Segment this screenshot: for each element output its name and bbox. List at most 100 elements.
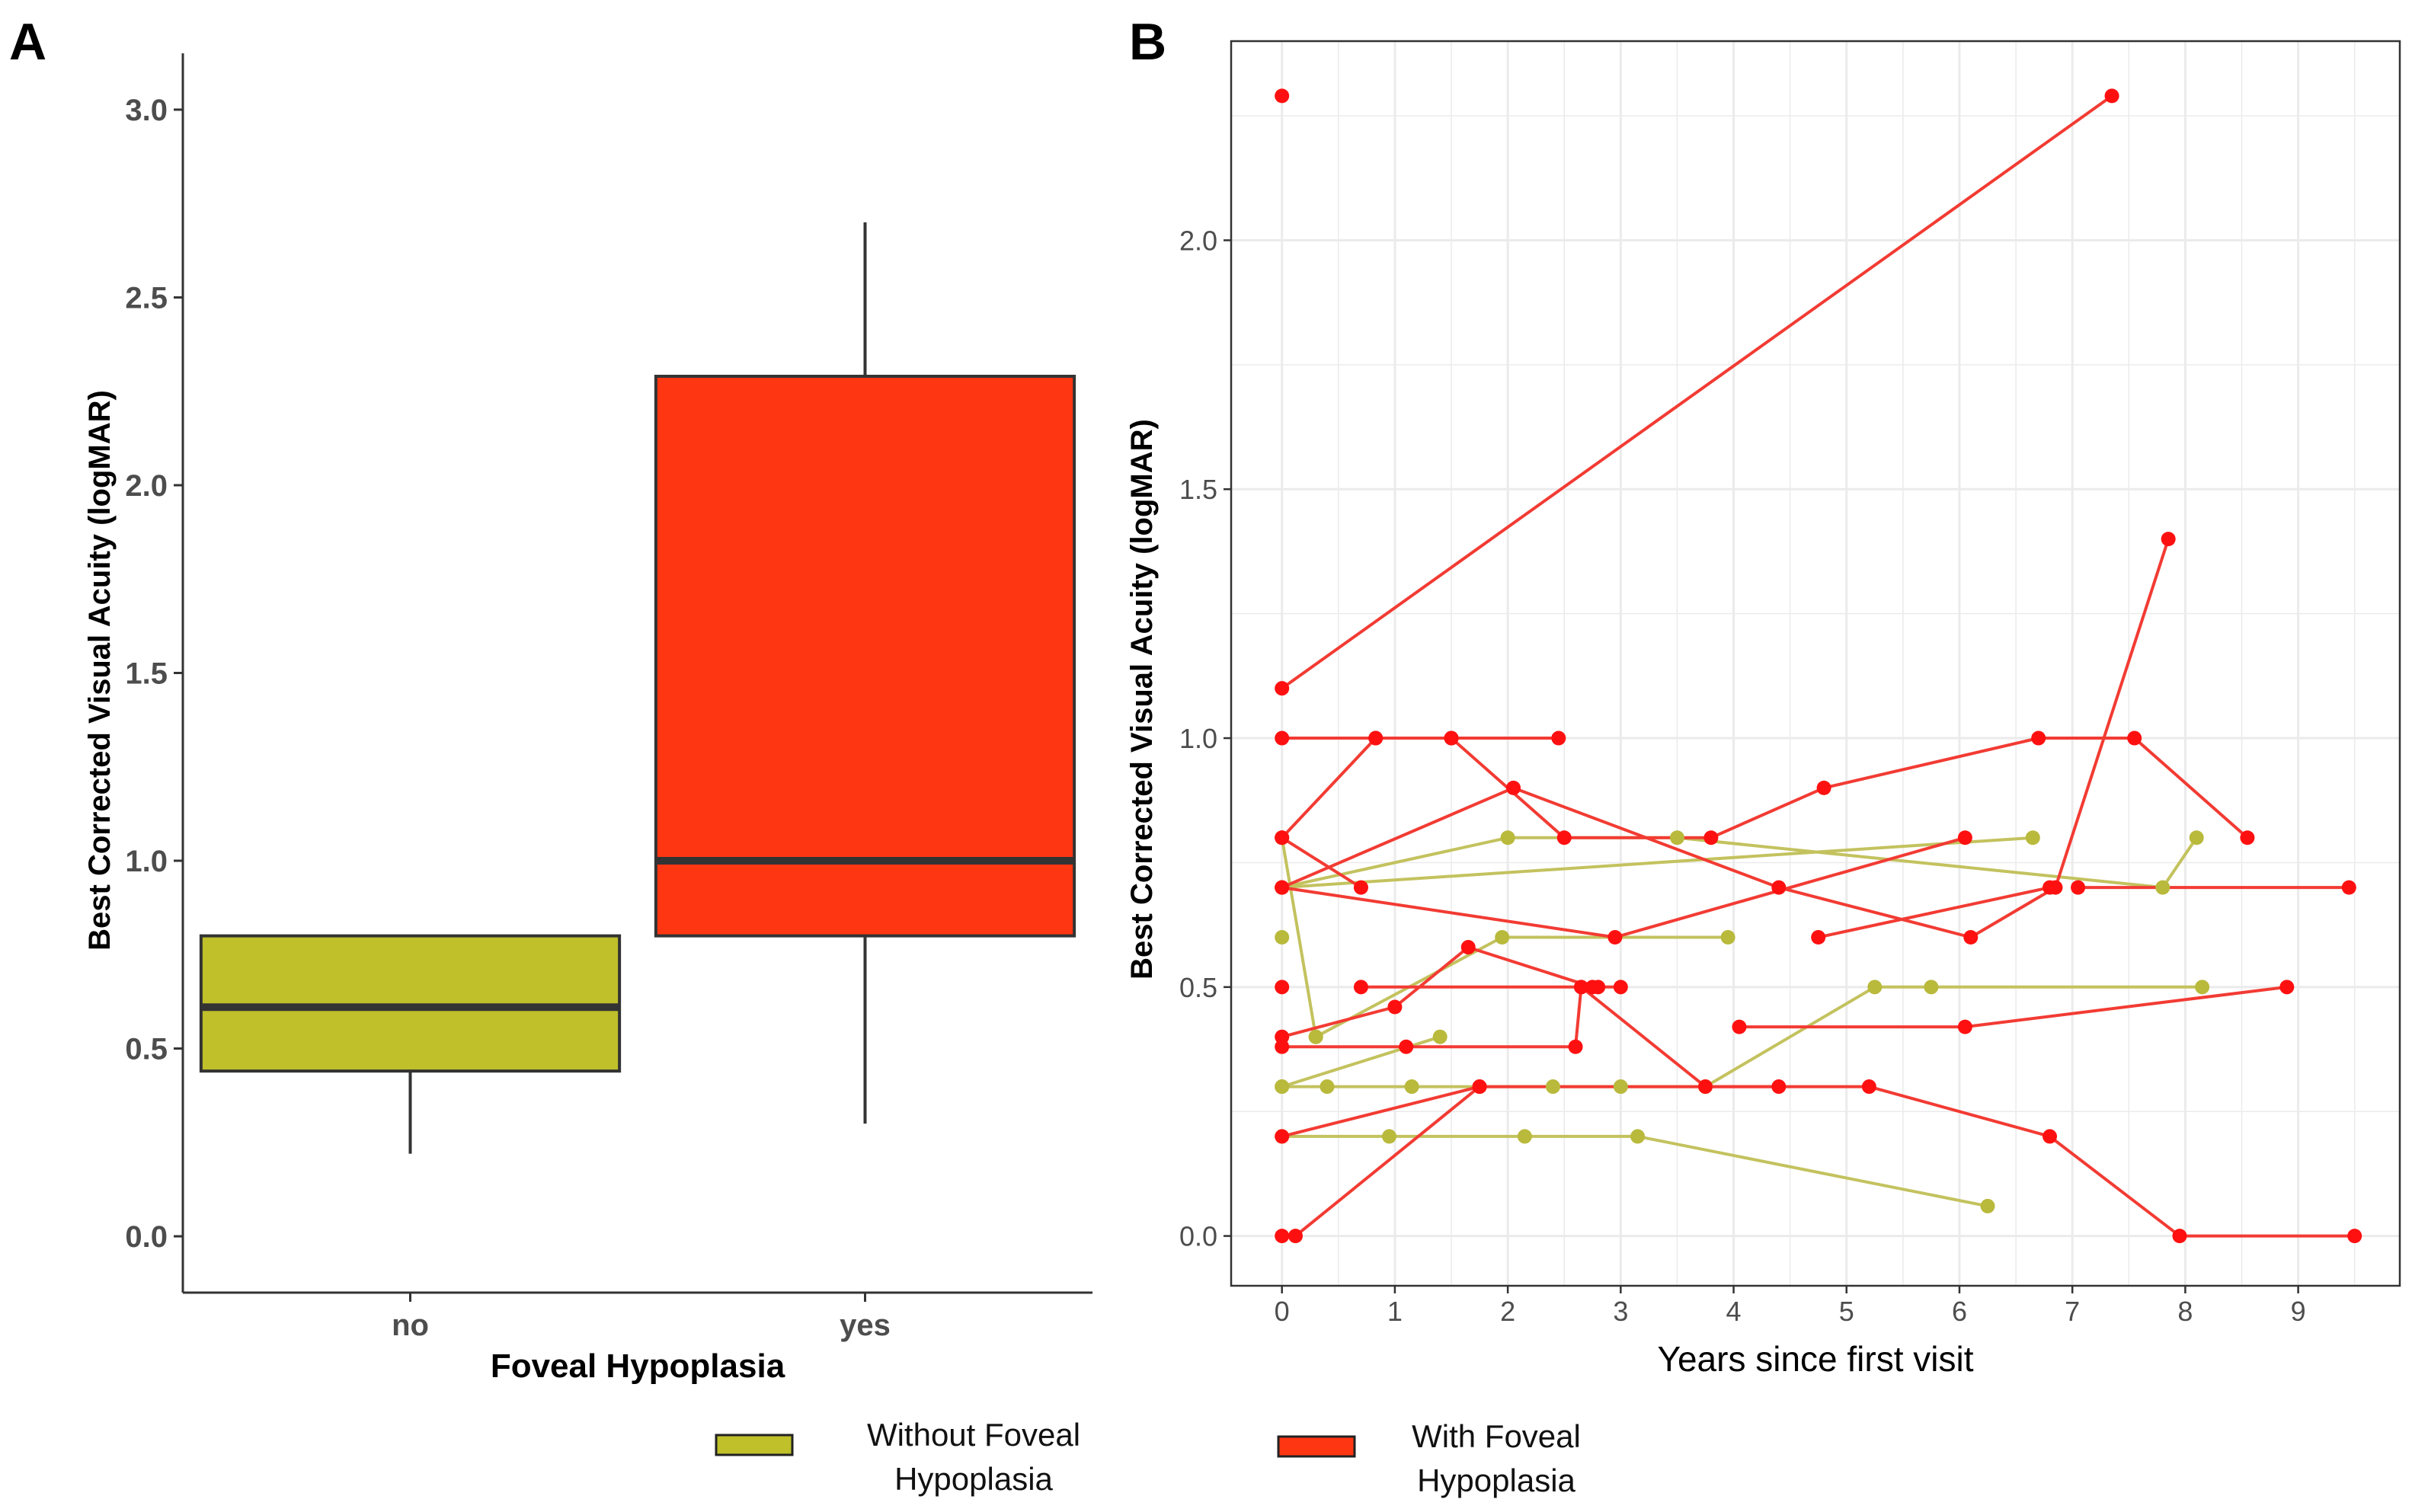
data-point-with: [1275, 730, 1290, 746]
data-point-with: [1732, 1019, 1747, 1034]
data-point-with: [1861, 1079, 1876, 1095]
series-line-without: [1280, 837, 1318, 1037]
panel-a-y-tick-label: 1.5: [125, 657, 168, 691]
data-point-with: [2104, 88, 2119, 104]
data-point-with: [1816, 780, 1831, 795]
data-point-without: [1275, 1079, 1290, 1095]
data-point-with: [2071, 880, 2086, 895]
data-point-with: [1573, 980, 1588, 995]
data-point-without: [2195, 980, 2210, 995]
data-point-with: [1506, 780, 1521, 795]
data-point-with: [2161, 532, 2176, 547]
data-point-without: [1404, 1079, 1419, 1095]
series-line-with: [1281, 737, 1377, 839]
data-point-with: [1607, 929, 1623, 945]
panel-a-y-tick-label: 1.0: [125, 845, 168, 878]
data-point-with: [2043, 1129, 2058, 1144]
data-point-with: [1613, 980, 1628, 995]
data-point-with: [1275, 880, 1290, 895]
legend-label-with-line2: Hypoplasia: [1417, 1462, 1575, 1498]
data-point-with: [1551, 730, 1566, 746]
series-line-with: [1818, 886, 2050, 939]
data-point-with: [1275, 1029, 1290, 1044]
data-point-without: [1500, 830, 1515, 846]
data-point-with: [1288, 1229, 1303, 1244]
series-line-without: [1281, 1035, 1441, 1088]
data-point-with: [2043, 880, 2058, 895]
data-point-with: [2172, 1229, 2187, 1244]
data-point-with: [1275, 1129, 1290, 1144]
legend: Without Foveal Hypoplasia With Foveal Hy…: [715, 1417, 1581, 1498]
panel-b-y-tick-label: 1.5: [1179, 474, 1217, 505]
series-line-with: [1281, 538, 2170, 939]
panel-b-x-tick-label: 3: [1613, 1296, 1628, 1327]
data-point-without: [1495, 929, 1510, 945]
panel-b-x-axis-title: Years since first visit: [1658, 1339, 1974, 1379]
data-point-with: [1771, 880, 1787, 895]
data-point-with: [1811, 929, 1826, 945]
panel-b-y-axis-title: Best Corrected Visual Acuity (logMAR): [1125, 419, 1159, 980]
data-point-with: [1963, 929, 1979, 945]
panel-a-y-tick-label: 0.5: [125, 1033, 168, 1066]
data-point-with: [1387, 999, 1403, 1015]
legend-label-without-line2: Hypoplasia: [894, 1461, 1053, 1497]
data-point-with: [1568, 1039, 1583, 1054]
panel-a-y-tick-label: 2.5: [125, 281, 168, 315]
data-point-with: [1399, 1039, 1414, 1054]
data-point-without: [1517, 1129, 1532, 1144]
data-point-with: [1697, 1079, 1713, 1095]
data-point-with: [2127, 730, 2142, 746]
series-line-with: [1281, 836, 1362, 889]
box-iqr: [654, 375, 1076, 938]
series-line-with: [1281, 94, 2113, 690]
panel-a-x-axis-title: Foveal Hypoplasia: [491, 1347, 785, 1385]
data-point-with: [1472, 1079, 1487, 1095]
data-point-without: [2025, 830, 2040, 846]
panel-b-x-tick-label: 4: [1726, 1296, 1742, 1327]
legend-label-without-line1: Without Foveal: [867, 1417, 1080, 1453]
data-point-with: [2240, 830, 2255, 846]
data-point-without: [1630, 1129, 1646, 1144]
data-point-without: [1320, 1079, 1335, 1095]
data-point-without: [2155, 880, 2170, 895]
panel-b-lineplot: 0.0 0.5 1.0 1.5 2.0 0 1 2 3 4 5 6 7 8 9 Years since f…: [1125, 40, 2401, 1379]
panel-b-x-tick-label: 7: [2065, 1296, 2080, 1327]
data-point-with: [1771, 1079, 1787, 1095]
data-point-with: [2279, 980, 2295, 995]
panel-b-x-tick-label: 5: [1839, 1296, 1854, 1327]
data-point-with: [1591, 980, 1606, 995]
box-no: [199, 934, 622, 1154]
panel-b-plot-background: [1231, 41, 2400, 1286]
panel-b-y-tick-label: 0.0: [1179, 1221, 1217, 1252]
data-point-with: [2341, 880, 2356, 895]
panel-b-x-tick-label: 2: [1500, 1296, 1515, 1327]
data-point-with: [1353, 880, 1368, 895]
data-point-without: [1275, 929, 1290, 945]
data-point-with: [1460, 940, 1476, 955]
data-point-with: [1556, 830, 1572, 846]
panel-a-boxplot: 0.0 0.5 1.0 1.5 2.0 2.5 3.0 no yes Foveal Hypop…: [83, 53, 1092, 1385]
data-point-with: [1703, 830, 1719, 846]
data-point-without: [1613, 1079, 1628, 1095]
panel-a-y-tick-label: 2.0: [125, 469, 168, 503]
panel-a-y-tick-label: 3.0: [125, 94, 168, 127]
data-point-without: [1924, 980, 1939, 995]
data-point-with: [1275, 980, 1290, 995]
panel-b-x-tick-label: 0: [1275, 1296, 1290, 1327]
panel-b-x-tick-label: 1: [1387, 1296, 1403, 1327]
data-point-without: [1980, 1198, 1995, 1213]
data-point-without: [1381, 1129, 1396, 1144]
data-point-without: [1720, 929, 1735, 945]
legend-swatch-without: [715, 1434, 794, 1456]
data-point-with: [1368, 730, 1384, 746]
panel-b-x-tick-label: 8: [2177, 1296, 2193, 1327]
panel-a-x-tick-label: yes: [840, 1309, 891, 1342]
legend-swatch-with: [1277, 1435, 1356, 1458]
data-point-without: [1867, 980, 1883, 995]
data-point-with: [2031, 730, 2046, 746]
data-point-with: [1275, 681, 1290, 696]
data-point-with: [2347, 1229, 2362, 1244]
panel-label-b: B: [1129, 13, 1166, 71]
panel-b-x-tick-label: 9: [2291, 1296, 2306, 1327]
